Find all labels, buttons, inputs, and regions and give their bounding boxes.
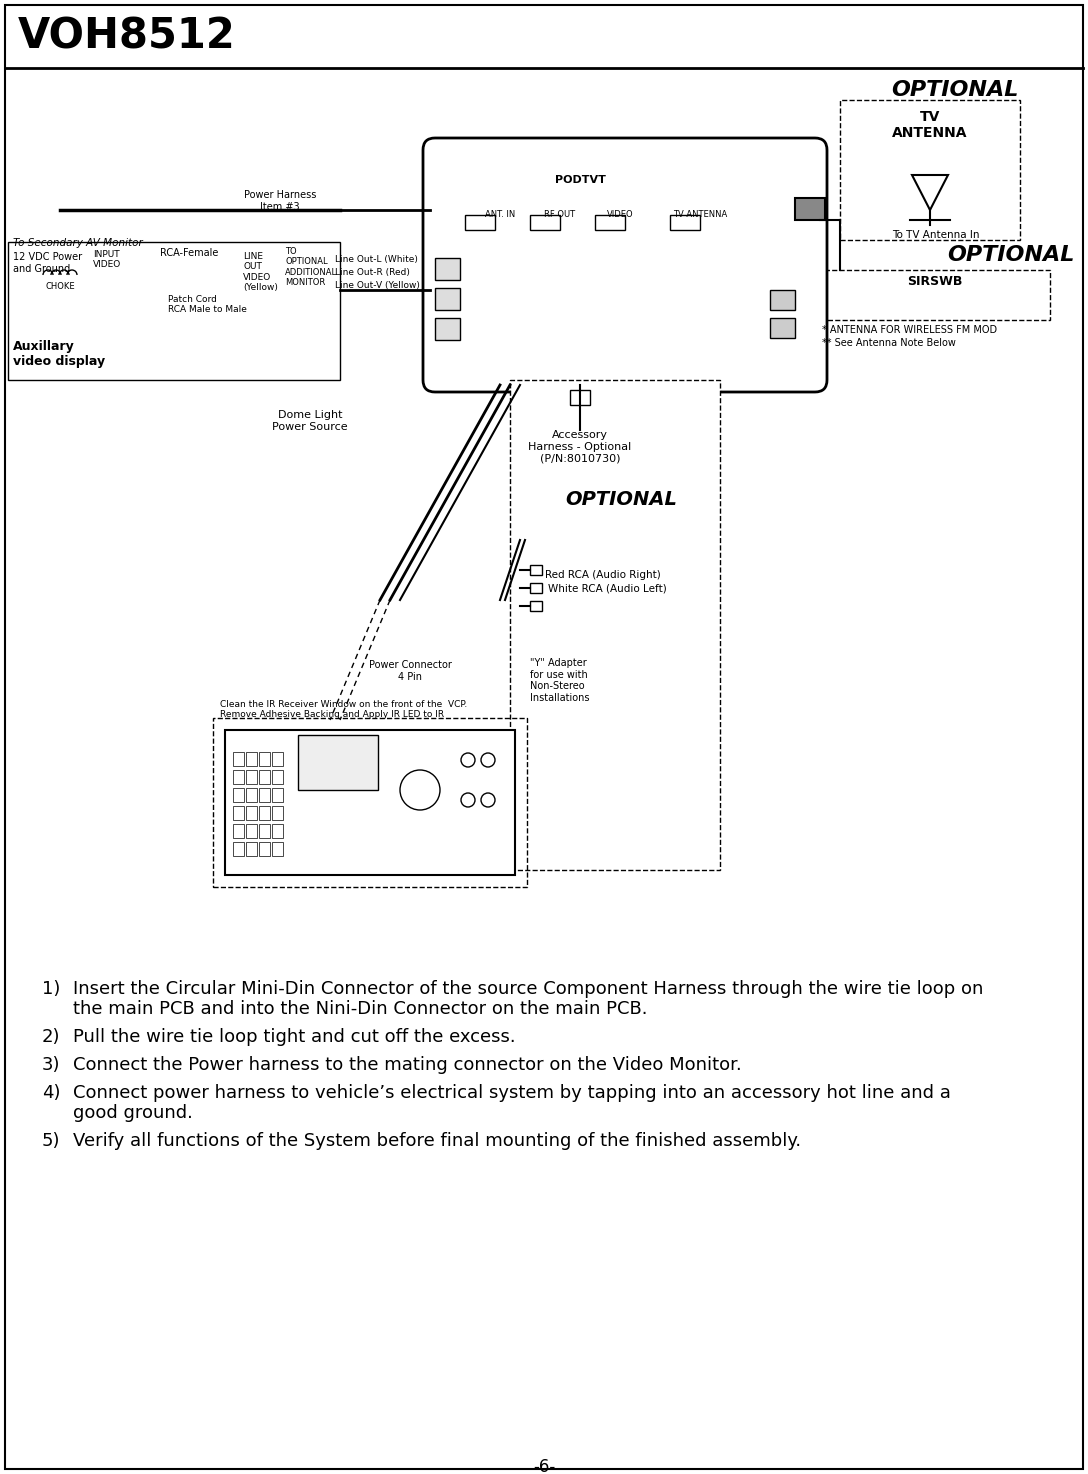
Bar: [465, 215, 495, 230]
Text: * ANTENNA FOR WIRELESS FM MOD: * ANTENNA FOR WIRELESS FM MOD: [823, 324, 997, 335]
Bar: [233, 842, 244, 856]
Text: Line Out-R (Red): Line Out-R (Red): [335, 268, 410, 277]
Text: Line Out-L (White): Line Out-L (White): [335, 255, 418, 264]
Bar: [225, 730, 515, 876]
Text: 12 VDC Power
and Ground: 12 VDC Power and Ground: [13, 252, 82, 274]
Bar: [530, 215, 560, 230]
Bar: [840, 100, 1021, 240]
Text: Dome Light
Power Source: Dome Light Power Source: [272, 410, 348, 432]
Text: CHOKE: CHOKE: [46, 282, 75, 290]
Text: TV
ANTENNA: TV ANTENNA: [892, 111, 967, 140]
Bar: [530, 565, 542, 575]
Bar: [272, 824, 283, 839]
Text: Verify all functions of the System before final mounting of the finished assembl: Verify all functions of the System befor…: [73, 1132, 801, 1150]
Bar: [213, 718, 527, 887]
Text: INPUT
VIDEO: INPUT VIDEO: [92, 251, 121, 270]
Bar: [530, 584, 542, 593]
Text: OPTIONAL: OPTIONAL: [891, 80, 1018, 100]
Text: To Secondary AV Monitor: To Secondary AV Monitor: [13, 237, 143, 248]
Bar: [770, 318, 795, 338]
Text: TO
OPTIONAL
ADDITIONAL
MONITOR: TO OPTIONAL ADDITIONAL MONITOR: [285, 248, 337, 287]
Bar: [670, 215, 700, 230]
Text: 3): 3): [42, 1055, 61, 1075]
Text: To TV Antenna In: To TV Antenna In: [892, 230, 980, 240]
Bar: [246, 752, 257, 766]
Text: RCA-Female: RCA-Female: [160, 248, 219, 258]
Bar: [259, 752, 270, 766]
Text: 2): 2): [42, 1027, 61, 1047]
Bar: [820, 270, 1050, 320]
Text: Patch Cord
RCA Male to Male: Patch Cord RCA Male to Male: [168, 295, 247, 314]
Text: "Y" Adapter
for use with
Non-Stereo
Installations: "Y" Adapter for use with Non-Stereo Inst…: [530, 657, 590, 703]
Text: Pull the wire tie loop tight and cut off the excess.: Pull the wire tie loop tight and cut off…: [73, 1027, 516, 1047]
Text: good ground.: good ground.: [73, 1104, 193, 1122]
Text: PODTVT: PODTVT: [555, 175, 606, 186]
Text: Line Out-V (Yellow): Line Out-V (Yellow): [335, 282, 420, 290]
Text: Connect the Power harness to the mating connector on the Video Monitor.: Connect the Power harness to the mating …: [73, 1055, 742, 1075]
Text: SIRSWB: SIRSWB: [907, 276, 963, 287]
Bar: [233, 752, 244, 766]
FancyBboxPatch shape: [423, 139, 827, 392]
Bar: [259, 842, 270, 856]
Text: Red RCA (Audio Right): Red RCA (Audio Right): [545, 570, 660, 579]
Bar: [246, 824, 257, 839]
Bar: [272, 789, 283, 802]
Bar: [435, 287, 460, 310]
Text: VOH8512: VOH8512: [18, 15, 236, 57]
Bar: [259, 806, 270, 820]
Bar: [233, 824, 244, 839]
Bar: [259, 789, 270, 802]
Bar: [595, 215, 625, 230]
Text: Auxillary
video display: Auxillary video display: [13, 340, 106, 368]
Text: the main PCB and into the Nini-Din Connector on the main PCB.: the main PCB and into the Nini-Din Conne…: [73, 999, 647, 1019]
Bar: [233, 806, 244, 820]
Bar: [435, 258, 460, 280]
Text: OPTIONAL: OPTIONAL: [565, 489, 677, 509]
Text: Insert the Circular Mini-Din Connector of the source Component Harness through t: Insert the Circular Mini-Din Connector o…: [73, 980, 984, 998]
Text: Accessory
Harness - Optional
(P/N:8010730): Accessory Harness - Optional (P/N:801073…: [529, 430, 632, 463]
Bar: [233, 789, 244, 802]
Bar: [795, 198, 825, 220]
Text: Connect power harness to vehicle’s electrical system by tapping into an accessor: Connect power harness to vehicle’s elect…: [73, 1083, 951, 1103]
Bar: [233, 769, 244, 784]
Text: TV ANTENNA: TV ANTENNA: [672, 209, 727, 220]
Bar: [272, 842, 283, 856]
Bar: [272, 769, 283, 784]
Bar: [8, 242, 339, 380]
Bar: [246, 806, 257, 820]
Text: VIDEO: VIDEO: [607, 209, 633, 220]
Bar: [770, 290, 795, 310]
Text: 5): 5): [42, 1132, 61, 1150]
Bar: [272, 806, 283, 820]
Bar: [570, 391, 590, 405]
Text: LINE
OUT
VIDEO
(Yellow): LINE OUT VIDEO (Yellow): [243, 252, 277, 292]
Text: Power Connector
4 Pin: Power Connector 4 Pin: [369, 660, 452, 681]
Bar: [246, 769, 257, 784]
Text: Clean the IR Receiver Window on the front of the  VCP.
Remove Adhesive Backing a: Clean the IR Receiver Window on the fron…: [220, 700, 467, 719]
Text: RF OUT: RF OUT: [544, 209, 576, 220]
Text: Power Harness
Item #3: Power Harness Item #3: [244, 190, 317, 212]
Bar: [510, 380, 720, 870]
Bar: [435, 318, 460, 340]
Text: ** See Antenna Note Below: ** See Antenna Note Below: [823, 338, 956, 348]
Text: ANT. IN: ANT. IN: [485, 209, 515, 220]
Text: OPTIONAL: OPTIONAL: [948, 245, 1075, 265]
Bar: [246, 842, 257, 856]
Bar: [259, 769, 270, 784]
Text: 4): 4): [42, 1083, 61, 1103]
Text: -6-: -6-: [533, 1458, 555, 1474]
Text: White RCA (Audio Left): White RCA (Audio Left): [548, 584, 667, 593]
Bar: [272, 752, 283, 766]
Bar: [298, 736, 378, 790]
Text: 1): 1): [42, 980, 60, 998]
Bar: [530, 601, 542, 612]
Bar: [259, 824, 270, 839]
Bar: [246, 789, 257, 802]
